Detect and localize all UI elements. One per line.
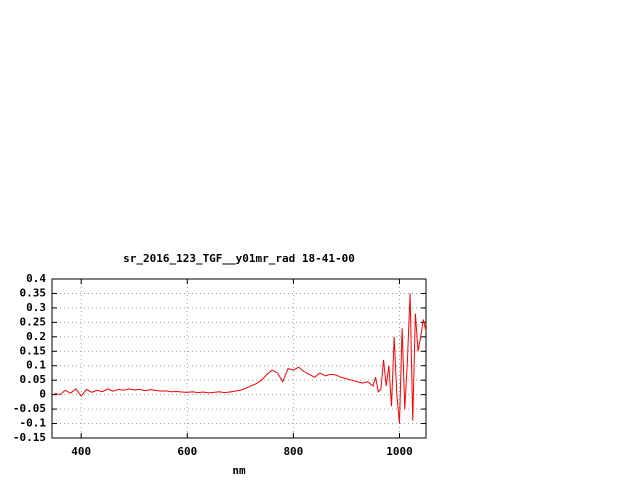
y-tick-label: 0: [39, 388, 46, 401]
x-axis-label: nm: [232, 464, 246, 477]
y-tick-label: 0.2: [26, 330, 46, 343]
y-tick-label: -0.05: [13, 402, 46, 415]
x-tick-label: 600: [177, 445, 197, 458]
y-tick-label: 0.4: [26, 272, 46, 285]
y-tick-label: -0.15: [13, 431, 46, 444]
plot-frame: [51, 278, 427, 439]
data-line: [54, 293, 427, 424]
y-tick-label: 0.25: [20, 315, 47, 328]
chart-title: sr_2016_123_TGF__y01mr_rad 18-41-00: [123, 252, 355, 265]
y-tick-label: 0.35: [20, 286, 47, 299]
y-tick-label: 0.15: [20, 344, 47, 357]
y-tick-label: 0.1: [26, 359, 46, 372]
x-tick-label: 1000: [386, 445, 413, 458]
y-tick-label: -0.1: [20, 417, 47, 430]
x-tick-label: 800: [283, 445, 303, 458]
y-tick-label: 0.05: [20, 373, 47, 386]
y-tick-label: 0.3: [26, 301, 46, 314]
x-tick-label: 400: [71, 445, 91, 458]
